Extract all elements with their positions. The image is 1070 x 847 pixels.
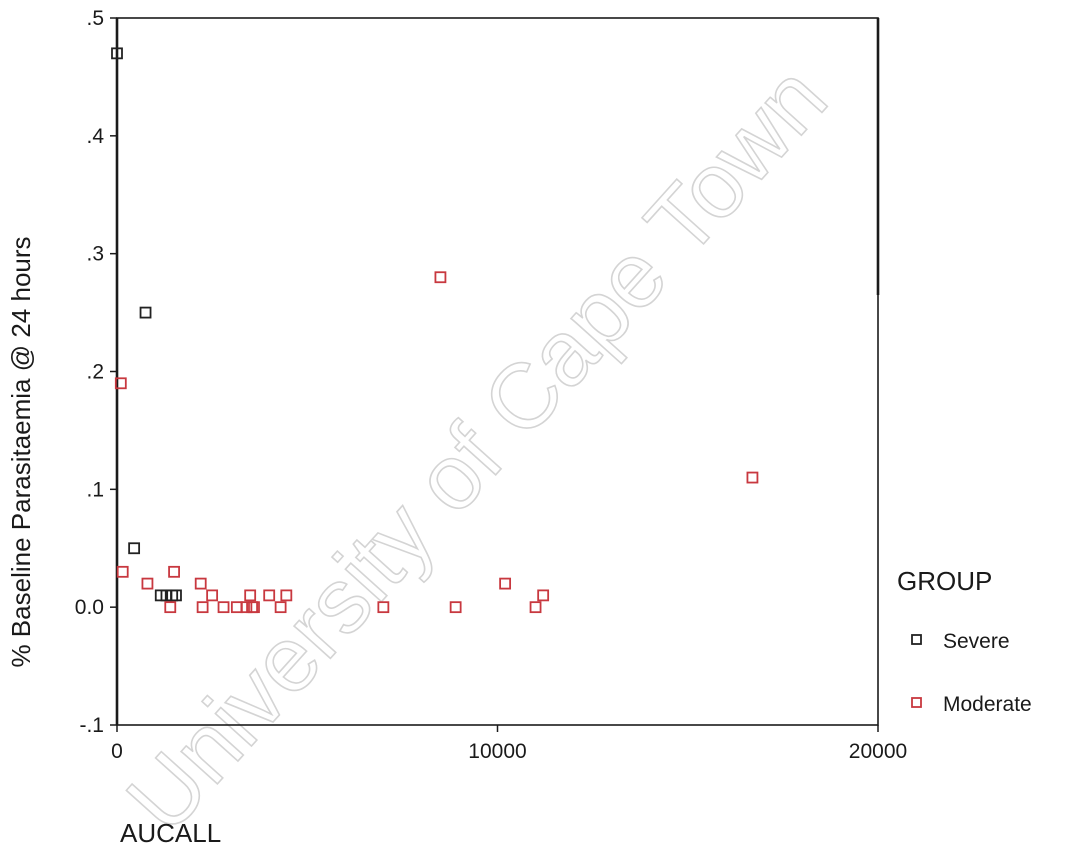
y-axis-title: % Baseline Parasitaemia @ 24 hours bbox=[6, 236, 36, 667]
x-axis-ticks: 0 10000 20000 bbox=[111, 725, 907, 763]
y-tick-label: .2 bbox=[86, 361, 104, 384]
point-severe bbox=[170, 589, 182, 602]
point-severe bbox=[111, 47, 123, 60]
point-moderate bbox=[499, 577, 512, 590]
x-axis-title: AUCALL bbox=[120, 818, 221, 847]
point-moderate bbox=[434, 271, 447, 284]
x-tick-label: 10000 bbox=[468, 740, 526, 763]
x-tick-label: 20000 bbox=[849, 740, 907, 763]
legend-label-moderate: Moderate bbox=[943, 693, 1032, 716]
legend-marker-moderate bbox=[911, 697, 922, 708]
y-tick-label: -.1 bbox=[79, 714, 104, 737]
x-tick-label: 0 bbox=[111, 740, 123, 763]
point-moderate bbox=[230, 601, 243, 614]
y-tick-label: 0.0 bbox=[75, 596, 104, 619]
y-axis-ticks: -.1 0.0 .1 .2 .3 .4 .5 bbox=[75, 7, 117, 737]
point-moderate bbox=[529, 601, 542, 614]
point-moderate bbox=[274, 601, 287, 614]
y-tick-label: .1 bbox=[86, 478, 104, 501]
point-moderate bbox=[377, 601, 390, 614]
point-severe bbox=[139, 306, 152, 319]
legend-label-severe: Severe bbox=[943, 630, 1010, 653]
point-moderate bbox=[537, 589, 550, 602]
point-moderate bbox=[449, 601, 462, 614]
point-moderate bbox=[746, 471, 759, 484]
point-moderate bbox=[114, 377, 127, 390]
y-tick-label: .3 bbox=[86, 243, 104, 266]
point-moderate bbox=[248, 601, 260, 614]
point-moderate bbox=[217, 601, 230, 614]
point-moderate bbox=[116, 565, 129, 578]
point-severe bbox=[128, 542, 141, 555]
point-moderate bbox=[244, 589, 257, 602]
point-moderate bbox=[194, 577, 207, 590]
watermark-text: University of Cape Town bbox=[108, 47, 846, 847]
y-tick-label: .5 bbox=[86, 7, 104, 30]
legend: GROUP Severe Moderate bbox=[897, 566, 1032, 716]
point-moderate bbox=[280, 589, 293, 602]
point-moderate bbox=[206, 589, 219, 602]
legend-items: Severe Moderate bbox=[911, 630, 1032, 716]
point-moderate bbox=[168, 565, 180, 578]
legend-marker-severe bbox=[911, 634, 922, 645]
point-moderate bbox=[196, 601, 209, 614]
y-tick-label: .4 bbox=[86, 125, 104, 148]
point-moderate bbox=[141, 577, 154, 590]
point-moderate bbox=[263, 589, 276, 602]
legend-title: GROUP bbox=[897, 566, 992, 596]
data-points bbox=[111, 47, 759, 614]
point-moderate bbox=[164, 601, 177, 614]
